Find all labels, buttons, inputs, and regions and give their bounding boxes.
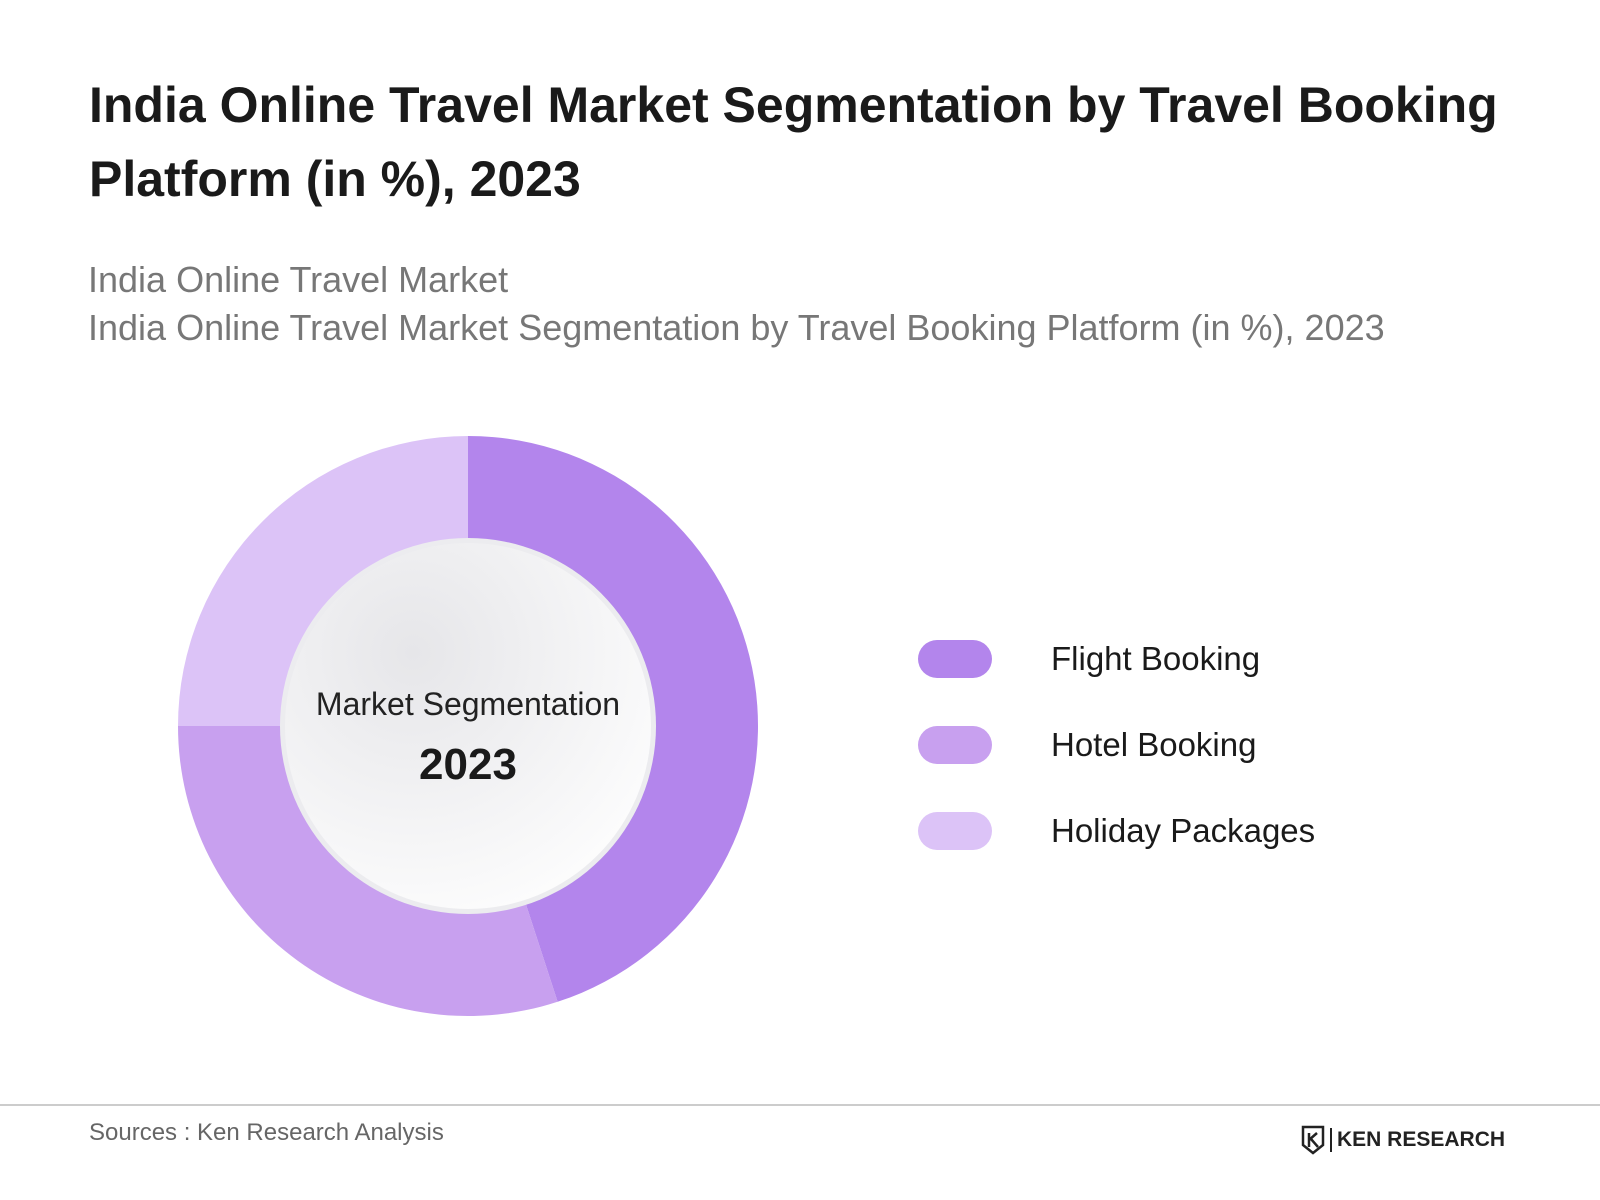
legend-label-holiday-packages: Holiday Packages	[1051, 812, 1316, 849]
donut-center-value: 2023	[419, 740, 517, 789]
donut-slice-flight-booking	[468, 436, 759, 1002]
legend-swatch-hotel-booking	[918, 726, 992, 764]
legend-label-hotel-booking: Hotel Booking	[1051, 726, 1257, 763]
chart-title: India Online Travel Market Segmentation …	[89, 77, 1498, 207]
donut-center-disc	[285, 543, 651, 909]
source-note: Sources : Ken Research Analysis	[89, 1119, 444, 1146]
donut-chart	[178, 436, 759, 1017]
logo-separator	[1330, 1128, 1332, 1152]
donut-slice-hotel-booking	[178, 726, 558, 1017]
footer-divider	[0, 1104, 1600, 1106]
donut-center-label: Market Segmentation	[315, 686, 621, 722]
ken-research-logo-icon	[1301, 1125, 1325, 1155]
logo-text: KEN RESEARCH	[1337, 1128, 1506, 1151]
donut-slice-holiday-packages	[178, 436, 468, 726]
chart-subtitle: India Online Travel Market India Online …	[88, 256, 1568, 352]
legend-swatch-holiday-packages	[918, 812, 992, 850]
legend-label-flight-booking: Flight Booking	[1051, 640, 1261, 677]
subtitle-line-1: India Online Travel Market	[88, 259, 509, 300]
legend-swatch-flight-booking	[918, 640, 992, 678]
ken-research-logo: KEN RESEARCH	[1300, 1124, 1505, 1156]
donut-slices	[178, 436, 759, 1017]
subtitle-line-2: India Online Travel Market Segmentation …	[88, 307, 1385, 348]
